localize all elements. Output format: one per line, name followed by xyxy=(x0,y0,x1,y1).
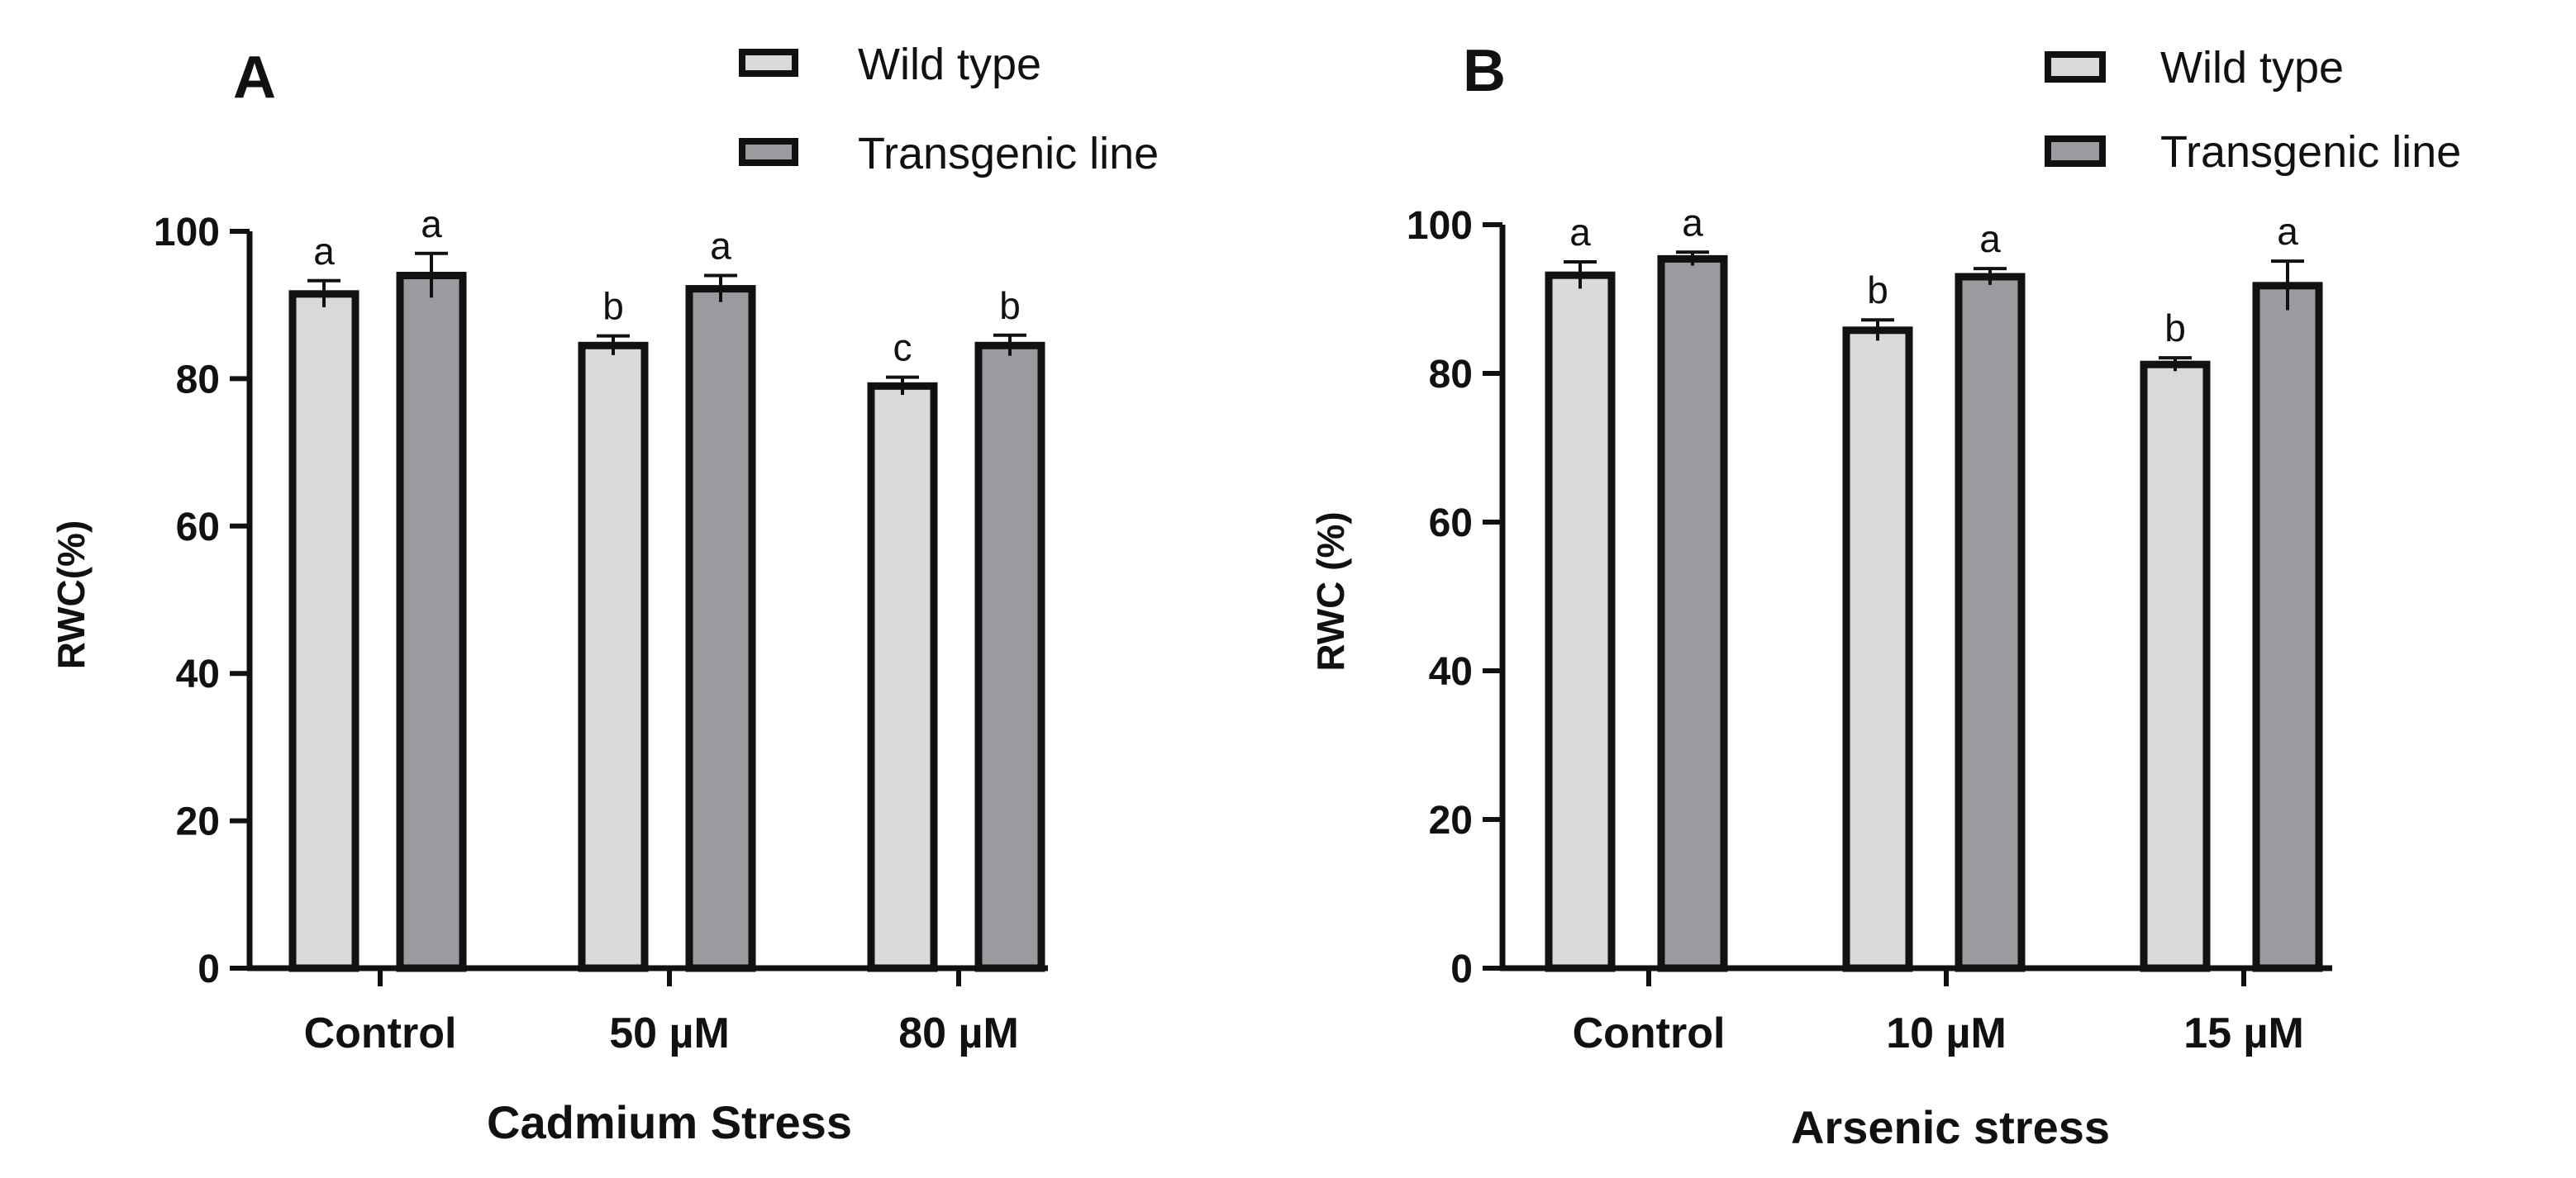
panel-a-bar xyxy=(578,341,649,972)
panel-b-y-tick-label: 60 xyxy=(1429,501,1473,545)
panel-a-significance-letter: b xyxy=(602,285,624,328)
panel-a-bar xyxy=(288,290,359,972)
panel-b-bar xyxy=(2252,282,2323,972)
panel-b-legend-label-transgenic: Transgenic line xyxy=(2160,127,2461,177)
panel-b-label: B xyxy=(1463,38,1506,104)
panel-a-significance-letter: b xyxy=(999,284,1021,327)
panel-b-category-label: 10 µM xyxy=(1886,1009,2007,1057)
panel-b-bar xyxy=(2140,360,2211,972)
panel-b-y-tick-label: 40 xyxy=(1429,650,1473,694)
panel-a-legend-swatch-wild-type xyxy=(739,49,798,77)
panel-a-bar xyxy=(396,272,467,972)
panel-a-x-axis-title: Cadmium Stress xyxy=(487,1096,852,1148)
panel-b-significance-letter: b xyxy=(1867,268,1888,311)
panel-b-legend-label-wild-type: Wild type xyxy=(2160,43,2344,93)
panel-b-bar xyxy=(1955,273,2026,972)
panel-a-y-tick-label: 60 xyxy=(176,506,220,549)
panel-a-y-tick-label: 0 xyxy=(198,948,220,991)
panel-b-significance-letter: a xyxy=(1569,211,1591,254)
panel-b-category-label: Control xyxy=(1573,1009,1726,1057)
panel-b-y-tick-label: 0 xyxy=(1450,948,1473,991)
panel-a-plot: 0 20 40 60 80 100 a b c a a b Control 50 µM 80 µM xyxy=(154,202,1048,1057)
panel-b-legend: Wild type Transgenic line xyxy=(2045,43,2461,177)
panel-b-legend-swatch-wild-type xyxy=(2045,51,2106,83)
panel-a-label: A xyxy=(233,45,276,111)
panel-a-bar xyxy=(685,285,756,972)
panel-b-y-tick-label: 80 xyxy=(1429,353,1473,397)
panel-a-legend-label-wild-type: Wild type xyxy=(858,40,1041,89)
panel-a-legend-swatch-transgenic xyxy=(739,138,798,166)
panel-a-y-tick-label: 40 xyxy=(176,653,220,696)
panel-b-plot: 0 20 40 60 80 100 a b b a a a Control 10 µM 15 µM xyxy=(1407,201,2332,1057)
panel-b-y-tick-label: 100 xyxy=(1407,204,1473,248)
panel-a-significance-letter: c xyxy=(893,326,912,369)
panel-a-category-label: 80 µM xyxy=(898,1009,1019,1057)
panel-b-x-axis-title: Arsenic stress xyxy=(1791,1101,2110,1153)
panel-a-category-label: Control xyxy=(304,1009,457,1057)
panel-a-bar xyxy=(867,382,938,972)
panel-a-y-tick-label: 80 xyxy=(176,358,220,401)
panel-a-legend-label-transgenic: Transgenic line xyxy=(858,129,1159,178)
panel-b-significance-letter: a xyxy=(2277,210,2298,253)
chart-panel-b: B Wild type Transgenic line RWC (%) Arse… xyxy=(1309,38,2461,1153)
panel-b-category-label: 15 µM xyxy=(2183,1009,2304,1057)
panel-a-y-tick-label: 20 xyxy=(176,800,220,844)
panel-a-y-tick-label: 100 xyxy=(154,211,220,254)
panel-a-significance-letter: a xyxy=(710,225,731,268)
panel-b-significance-letter: b xyxy=(2164,306,2186,349)
panel-b-y-axis-title: RWC (%) xyxy=(1309,511,1352,671)
panel-a-legend: Wild type Transgenic line xyxy=(739,40,1159,178)
panel-b-y-tick-label: 20 xyxy=(1429,799,1473,843)
panel-b-significance-letter: a xyxy=(1682,201,1703,244)
panel-a-category-label: 50 µM xyxy=(609,1009,730,1057)
panel-a-y-axis-title: RWC(%) xyxy=(50,520,93,670)
panel-b-bar xyxy=(1842,326,1913,972)
panel-a-significance-letter: a xyxy=(313,230,335,273)
panel-b-legend-swatch-transgenic xyxy=(2045,135,2106,167)
chart-panel-a: A Wild type Transgenic line RWC(%) Cadmi… xyxy=(50,40,1159,1148)
panel-b-bar xyxy=(1545,271,1616,972)
panel-b-bar xyxy=(1657,254,1728,972)
panel-b-significance-letter: a xyxy=(1979,217,2001,260)
panel-a-significance-letter: a xyxy=(421,202,442,245)
panel-a-bar xyxy=(974,341,1045,972)
